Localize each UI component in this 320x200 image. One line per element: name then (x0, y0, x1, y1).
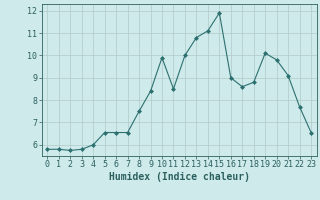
X-axis label: Humidex (Indice chaleur): Humidex (Indice chaleur) (109, 172, 250, 182)
